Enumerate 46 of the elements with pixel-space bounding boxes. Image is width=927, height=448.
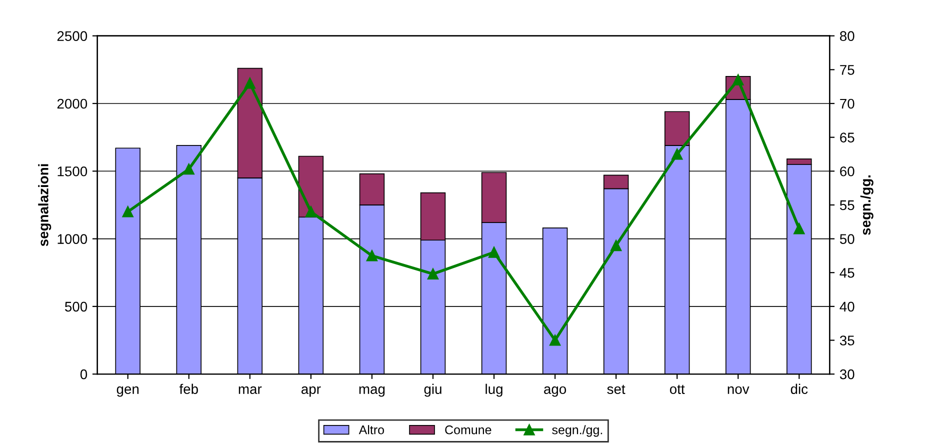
x-tick-label: ago: [544, 386, 566, 397]
y2-tick-label: 30: [840, 369, 854, 380]
point: [672, 148, 683, 160]
legend-label: segn./gg.: [552, 425, 602, 437]
point: [794, 223, 805, 234]
y2-tick-label: 55: [840, 200, 854, 210]
point: [244, 78, 256, 89]
x-tick-label: apr: [301, 386, 321, 397]
legend-label: Altro: [358, 425, 384, 434]
point: [610, 240, 622, 252]
x-tick-label: nov: [728, 386, 750, 394]
x-tick-label: feb: [179, 384, 198, 394]
point: [427, 268, 439, 280]
x-tick-label: gen: [116, 386, 139, 397]
y2-tick-label: 75: [840, 65, 854, 75]
point: [732, 74, 744, 86]
point: [122, 206, 134, 218]
y2-tick-label: 65: [840, 132, 854, 142]
x-tick-label: lug: [486, 384, 502, 397]
y-tick-label: 2000: [57, 98, 88, 109]
y-tick-label: 500: [65, 302, 88, 312]
y-tick-label: 1000: [58, 234, 88, 244]
y2-tick-label: 60: [840, 166, 854, 176]
point: [366, 250, 378, 262]
y-tick-label: 1500: [58, 166, 88, 176]
y2-tick-label: 80: [840, 31, 854, 42]
y-axis-title: segnalazioni: [38, 164, 52, 246]
y2-tick-label: 70: [840, 98, 854, 109]
x-tick-label: dic: [790, 384, 808, 394]
y-tick-label: 2500: [57, 31, 88, 42]
x-tick-label: set: [607, 384, 626, 394]
y2-axis-title: segn./gg.: [860, 175, 874, 235]
x-tick-label: mar: [238, 386, 262, 394]
point: [549, 334, 561, 346]
point: [305, 206, 316, 218]
y2-tick-label: 40: [840, 302, 854, 312]
point: [183, 164, 194, 175]
y2-tick-label: 35: [840, 336, 854, 346]
point: [488, 246, 500, 258]
x-tick-label: ott: [670, 384, 685, 394]
y-tick-label: 0: [80, 369, 88, 380]
x-tick-label: giu: [424, 384, 442, 397]
x-tick-label: mag: [359, 386, 385, 397]
y2-tick-label: 50: [840, 234, 854, 244]
legend-label: Comune: [445, 425, 492, 434]
y2-tick-label: 45: [840, 268, 854, 278]
